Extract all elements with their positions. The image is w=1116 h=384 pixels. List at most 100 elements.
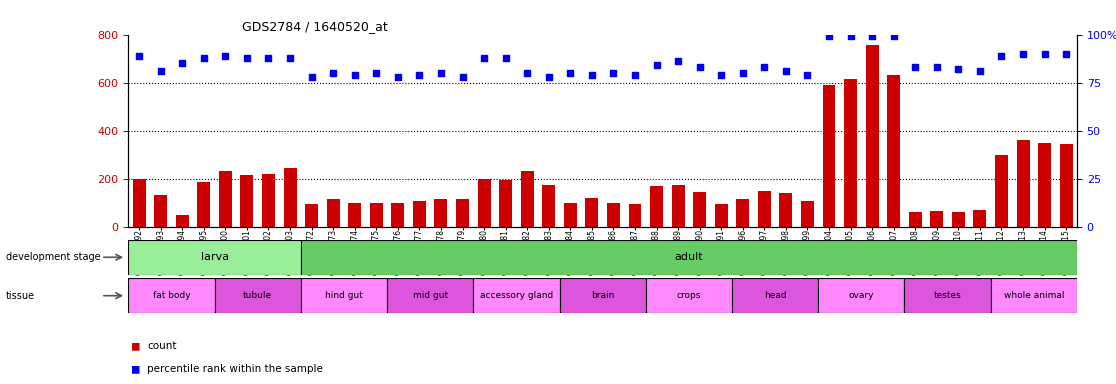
Point [712, 72, 730, 78]
Point [992, 53, 1010, 59]
Bar [154, 195, 167, 227]
Bar [283, 168, 297, 227]
Bar [650, 186, 663, 227]
Bar [931, 211, 943, 227]
Point [583, 72, 600, 78]
Bar [908, 212, 922, 227]
Text: hind gut: hind gut [325, 291, 363, 300]
Point [734, 70, 752, 76]
Point [605, 70, 623, 76]
Point [388, 74, 406, 80]
Point [152, 68, 170, 74]
Bar [887, 75, 901, 227]
Bar [564, 203, 577, 227]
Point [540, 74, 558, 80]
Bar [262, 174, 275, 227]
Bar [392, 203, 404, 227]
Text: ■: ■ [132, 339, 140, 352]
Bar [348, 203, 362, 227]
Point [626, 72, 644, 78]
Bar [198, 182, 210, 227]
Text: percentile rank within the sample: percentile rank within the sample [147, 364, 324, 374]
Point [927, 64, 945, 70]
Point [475, 55, 493, 61]
Text: brain: brain [591, 291, 614, 300]
Point [561, 70, 579, 76]
Bar [478, 179, 491, 227]
Point [670, 58, 687, 65]
Bar [387, 278, 473, 313]
Bar [973, 210, 987, 227]
Bar [991, 278, 1077, 313]
Bar [801, 201, 814, 227]
Bar [1038, 142, 1051, 227]
Bar [822, 85, 836, 227]
Point [647, 62, 665, 68]
Bar [844, 79, 857, 227]
Text: ■: ■ [132, 362, 140, 375]
Bar [434, 199, 448, 227]
Point [885, 33, 903, 40]
Bar [607, 203, 619, 227]
Text: testes: testes [934, 291, 962, 300]
Bar [133, 179, 145, 227]
Bar [628, 204, 642, 227]
Point [217, 53, 234, 59]
Bar [521, 171, 533, 227]
Bar [646, 278, 732, 313]
Bar [499, 180, 512, 227]
Point [756, 64, 773, 70]
Bar [672, 185, 684, 227]
Point [1036, 51, 1054, 57]
Bar [413, 201, 426, 227]
Point [841, 33, 859, 40]
Bar [904, 278, 991, 313]
Point [367, 70, 385, 76]
Point [950, 66, 968, 72]
Bar [737, 199, 749, 227]
Bar [240, 175, 253, 227]
Bar [693, 192, 706, 227]
Bar [866, 45, 878, 227]
Point [346, 72, 364, 78]
Point [325, 70, 343, 76]
Text: larva: larva [201, 252, 229, 262]
Bar [559, 278, 646, 313]
Bar [818, 278, 904, 313]
Bar [214, 278, 301, 313]
Text: GDS2784 / 1640520_at: GDS2784 / 1640520_at [242, 20, 388, 33]
Text: mid gut: mid gut [413, 291, 448, 300]
Text: crops: crops [676, 291, 701, 300]
Bar [128, 240, 301, 275]
Bar [1017, 140, 1029, 227]
Text: development stage: development stage [6, 252, 100, 262]
Point [691, 64, 709, 70]
Point [518, 70, 536, 76]
Point [302, 74, 320, 80]
Point [411, 72, 429, 78]
Point [863, 33, 881, 40]
Point [131, 53, 148, 59]
Bar [176, 215, 189, 227]
Bar [219, 171, 232, 227]
Bar [714, 204, 728, 227]
Bar [586, 198, 598, 227]
Text: tubule: tubule [243, 291, 272, 300]
Bar [327, 199, 339, 227]
Bar [952, 212, 965, 227]
Point [820, 33, 838, 40]
Bar [473, 278, 559, 313]
Point [260, 55, 278, 61]
Bar [456, 199, 469, 227]
Point [195, 55, 213, 61]
Point [1014, 51, 1032, 57]
Bar [305, 204, 318, 227]
Point [906, 64, 924, 70]
Text: fat body: fat body [153, 291, 190, 300]
Point [971, 68, 989, 74]
Bar [301, 278, 387, 313]
Point [281, 55, 299, 61]
Point [173, 60, 191, 66]
Point [799, 72, 817, 78]
Bar [301, 240, 1077, 275]
